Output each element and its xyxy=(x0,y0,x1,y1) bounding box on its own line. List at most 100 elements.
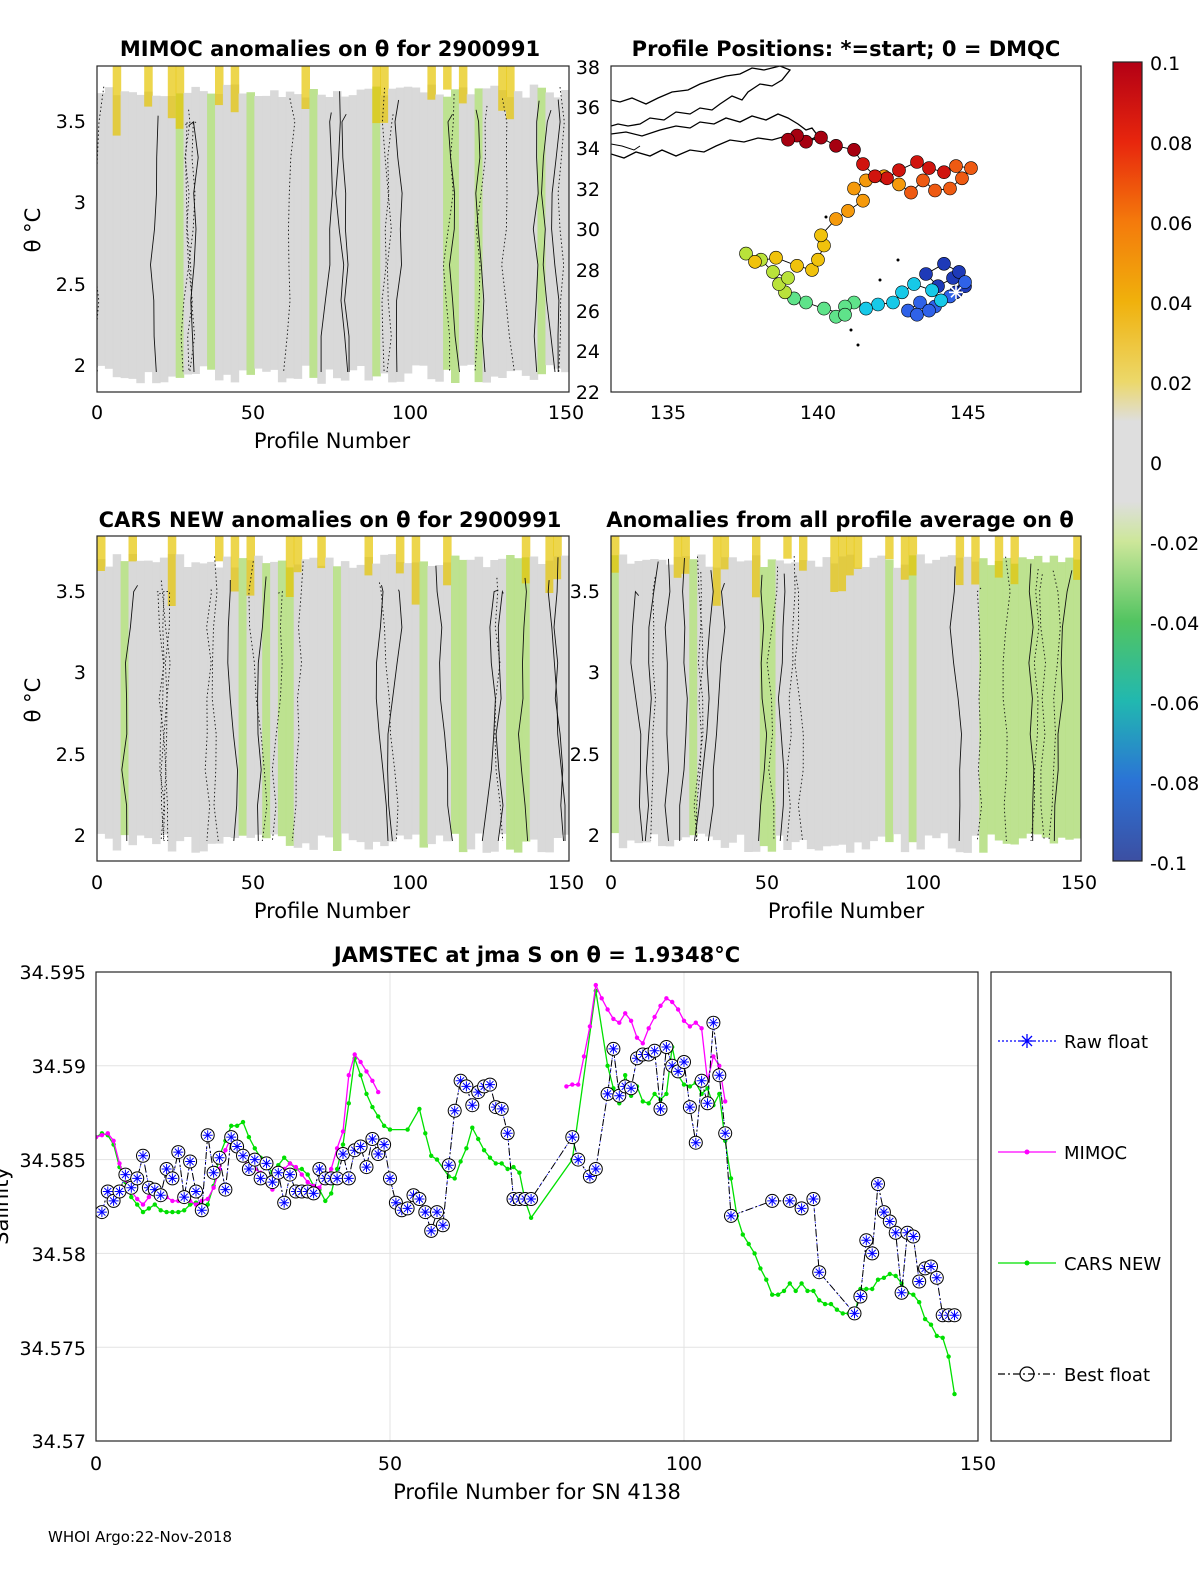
data-point-mimoc xyxy=(634,1035,640,1040)
data-point-cars xyxy=(481,1148,487,1153)
data-point-cars xyxy=(340,1142,346,1147)
data-point-cars xyxy=(752,1251,757,1256)
data-point-cars xyxy=(728,1176,734,1181)
cars-xlabel: Profile Number xyxy=(254,899,411,923)
data-point-mimoc xyxy=(199,1198,204,1204)
data-point-cars xyxy=(758,1266,763,1271)
data-point-mimoc xyxy=(305,1179,310,1185)
data-point-mimoc xyxy=(293,1164,299,1170)
colorbar-tick: -0.04 xyxy=(1150,613,1199,635)
data-point-cars xyxy=(129,1194,134,1200)
anomaly-cell xyxy=(443,562,452,842)
anomaly-cell xyxy=(104,566,114,839)
contour-line xyxy=(341,113,350,373)
anomaly-cell xyxy=(270,561,279,835)
profile-position xyxy=(805,263,819,277)
anomaly-cell xyxy=(380,95,389,374)
anomaly-cell xyxy=(955,557,965,853)
data-point-raw xyxy=(367,1134,378,1144)
contour-line xyxy=(1028,563,1035,841)
profile-position xyxy=(922,161,936,175)
anomaly-cell xyxy=(861,567,871,850)
anomaly-cell xyxy=(822,557,831,847)
contour-line xyxy=(447,113,460,373)
profile-position xyxy=(886,295,900,310)
data-point-raw xyxy=(878,1207,889,1218)
map-title: Profile Positions: *=start; 0 = DMQC xyxy=(632,37,1061,61)
profile-position xyxy=(829,139,843,153)
data-point-mimoc xyxy=(664,996,669,1001)
profile-position xyxy=(928,183,942,198)
colorbar-tick: 0 xyxy=(1150,453,1162,475)
profile-position xyxy=(814,130,828,145)
map-ytick: 28 xyxy=(576,260,600,282)
anomaly-cell xyxy=(916,554,925,850)
data-point-mimoc xyxy=(670,999,675,1005)
anomaly-cell xyxy=(97,93,106,366)
profile-position xyxy=(910,155,924,169)
data-point-raw xyxy=(467,1100,478,1111)
anomaly-cell xyxy=(611,555,620,834)
anomaly-cell xyxy=(513,558,523,853)
data-point-cars xyxy=(334,1166,340,1172)
anomaly-cell xyxy=(752,536,761,598)
data-point-raw xyxy=(208,1167,219,1178)
anomaly-cell xyxy=(893,567,902,835)
data-point-cars xyxy=(499,1161,504,1166)
contour-line xyxy=(394,99,403,373)
anomaly-cell xyxy=(364,557,373,850)
data-point-mimoc xyxy=(576,1082,581,1087)
anomaly-cell xyxy=(411,536,421,605)
anomaly-cell xyxy=(521,536,531,584)
data-point-mimoc xyxy=(681,1018,687,1023)
anomaly-cell xyxy=(458,66,468,104)
anomaly-cell xyxy=(97,559,106,834)
mimoc-xtick: 100 xyxy=(392,402,428,424)
anomaly-cell xyxy=(1002,557,1012,844)
data-point-raw xyxy=(249,1154,260,1165)
data-point-mimoc xyxy=(699,1026,704,1031)
data-point-raw xyxy=(726,1210,736,1221)
anomaly-cell xyxy=(285,567,295,846)
anomaly-cell xyxy=(317,94,326,384)
contour-line xyxy=(257,576,267,842)
data-point-cars xyxy=(875,1277,881,1282)
legend-item-mimoc: MIMOC xyxy=(998,1143,1127,1164)
data-point-raw xyxy=(708,1017,719,1028)
anomaly-cell xyxy=(309,557,318,850)
anomaly-cell xyxy=(309,89,318,378)
anomaly-cell xyxy=(791,562,800,843)
map-ytick: 34 xyxy=(576,138,600,160)
data-point-raw xyxy=(567,1132,578,1143)
cars-xtick: 100 xyxy=(392,872,428,894)
data-point-raw xyxy=(261,1158,272,1169)
anomaly-cell xyxy=(254,96,263,369)
anomaly-cell xyxy=(388,88,397,383)
data-point-raw xyxy=(267,1177,278,1188)
data-point-raw xyxy=(202,1130,213,1141)
mimoc-anomaly-field xyxy=(97,66,569,384)
data-point-cars xyxy=(158,1208,163,1213)
data-point-mimoc xyxy=(376,1089,381,1095)
anomaly-cell xyxy=(246,560,255,838)
contour-line xyxy=(150,115,159,373)
avg-xtick: 150 xyxy=(1061,872,1097,894)
contour-line xyxy=(227,579,238,842)
anomaly-cell xyxy=(175,554,185,842)
anomaly-cell xyxy=(474,556,484,834)
profile-position xyxy=(910,307,924,322)
data-point-raw xyxy=(949,1310,960,1321)
anomaly-cell xyxy=(1073,536,1081,580)
map-xtick: 145 xyxy=(950,402,986,424)
contour-line xyxy=(949,566,962,842)
data-point-raw xyxy=(449,1105,460,1116)
data-point-cars xyxy=(528,1215,534,1221)
data-point-cars xyxy=(870,1286,875,1292)
mimoc-ylabel: θ °C xyxy=(21,208,45,253)
contour-line xyxy=(547,580,566,841)
colorbar-tick: -0.06 xyxy=(1150,693,1199,715)
colorbar-tick: 0.02 xyxy=(1150,373,1192,395)
anomaly-cell xyxy=(799,560,808,840)
anomaly-cell xyxy=(356,89,366,366)
data-point-raw xyxy=(420,1207,431,1218)
